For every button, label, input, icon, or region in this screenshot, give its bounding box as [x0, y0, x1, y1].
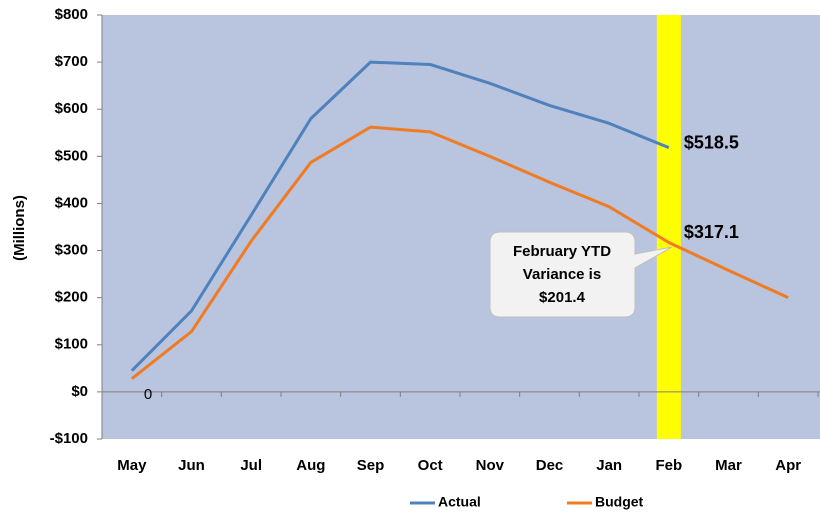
x-tick-label: Dec: [536, 457, 564, 474]
callout-text: $201.4: [539, 289, 586, 306]
x-tick-label: Oct: [418, 457, 443, 474]
y-tick-label: $700: [55, 53, 88, 70]
series-line: [130, 125, 789, 380]
y-tick-label: $600: [55, 100, 88, 117]
callout-text: Variance is: [523, 266, 601, 283]
x-tick-label: Feb: [655, 457, 682, 474]
callout-box: [489, 231, 673, 318]
x-tick-label: Jul: [240, 457, 262, 474]
zero-label: 0: [144, 386, 152, 403]
highlight-band: [656, 15, 681, 439]
y-axis-label: (Millions): [11, 195, 28, 261]
y-tick-label: $300: [55, 242, 88, 259]
legend-label: Actual: [438, 494, 481, 510]
y-tick-label: $0: [71, 383, 88, 400]
series-line: [130, 60, 670, 372]
y-tick-label: $500: [55, 147, 88, 164]
y-tick-label: $800: [55, 6, 88, 23]
callout-text: February YTD: [513, 243, 611, 260]
value-label: $317.1: [684, 222, 739, 242]
x-tick-label: Aug: [296, 457, 325, 474]
x-tick-label: Apr: [775, 457, 801, 474]
plot-area: [102, 15, 820, 439]
y-tick-label: -$100: [50, 430, 88, 447]
x-tick-label: Jan: [596, 457, 622, 474]
x-tick-label: Sep: [357, 457, 385, 474]
x-tick-label: Mar: [715, 457, 742, 474]
x-tick-label: Jun: [178, 457, 205, 474]
value-label: $518.5: [684, 132, 739, 152]
x-tick-label: Nov: [476, 457, 505, 474]
y-tick-label: $200: [55, 289, 88, 306]
y-tick-label: $400: [55, 194, 88, 211]
x-tick-label: May: [117, 457, 147, 474]
legend-label: Budget: [595, 494, 644, 510]
y-tick-label: $100: [55, 336, 88, 353]
